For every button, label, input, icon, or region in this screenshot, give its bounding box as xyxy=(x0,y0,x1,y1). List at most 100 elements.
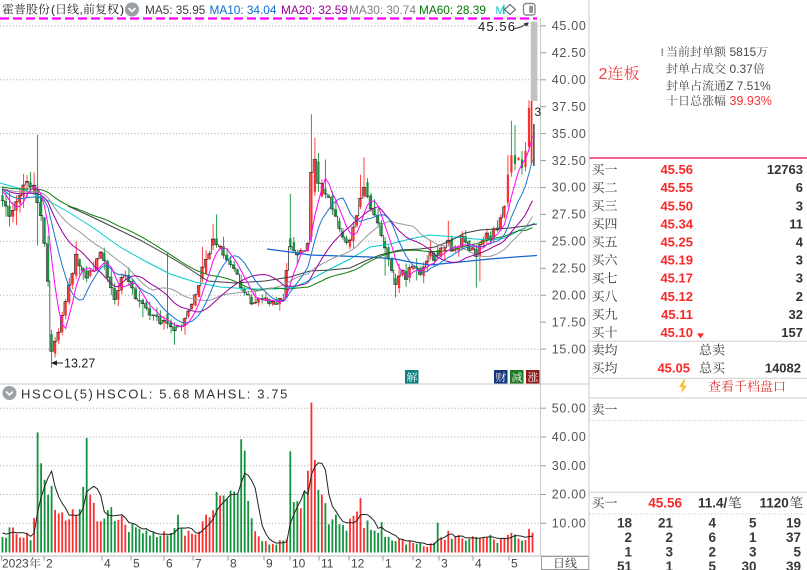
svg-text:MA10: 34.04: MA10: 34.04 xyxy=(210,3,277,17)
svg-text:5: 5 xyxy=(749,516,757,531)
svg-text:45.56: 45.56 xyxy=(478,19,516,34)
svg-text:1: 1 xyxy=(749,530,757,545)
svg-text:35.00: 35.00 xyxy=(552,127,587,141)
svg-text:3: 3 xyxy=(441,557,448,570)
svg-text:37.50: 37.50 xyxy=(552,100,587,114)
svg-text:2023: 2023 xyxy=(2,557,29,570)
svg-text:50.00: 50.00 xyxy=(552,401,587,415)
svg-text:12763: 12763 xyxy=(767,162,803,177)
svg-text:42.50: 42.50 xyxy=(552,46,587,60)
svg-text:4: 4 xyxy=(104,557,111,570)
svg-text:11: 11 xyxy=(321,557,334,570)
svg-text:45.34: 45.34 xyxy=(660,216,693,231)
svg-text:39.93%: 39.93% xyxy=(730,94,772,108)
svg-text:6: 6 xyxy=(166,557,173,570)
svg-text:21: 21 xyxy=(658,516,674,531)
svg-text:13.27: 13.27 xyxy=(64,357,95,371)
svg-text:3: 3 xyxy=(665,545,673,560)
svg-text:5: 5 xyxy=(708,559,716,570)
svg-text:18: 18 xyxy=(617,516,633,531)
svg-text:MA20: 32.59: MA20: 32.59 xyxy=(281,3,348,17)
svg-text:1: 1 xyxy=(624,545,632,560)
svg-text:2: 2 xyxy=(665,530,673,545)
svg-text:37: 37 xyxy=(786,530,801,545)
svg-text:M: M xyxy=(496,5,505,17)
svg-text:10: 10 xyxy=(292,557,306,570)
svg-text:45.56: 45.56 xyxy=(660,162,693,177)
svg-text:51: 51 xyxy=(617,559,633,570)
svg-text:27.50: 27.50 xyxy=(552,208,587,222)
svg-text:5815: 5815 xyxy=(730,45,757,59)
svg-text:4: 4 xyxy=(475,557,482,570)
svg-text:45.11: 45.11 xyxy=(661,307,693,322)
svg-text:45.00: 45.00 xyxy=(552,19,587,33)
svg-text:HSCOL(5): HSCOL(5) xyxy=(21,387,94,402)
svg-text:MAHSL: 3.75: MAHSL: 3.75 xyxy=(194,387,289,402)
svg-text:8: 8 xyxy=(230,557,237,570)
svg-text:30.00: 30.00 xyxy=(552,181,587,195)
svg-text:3: 3 xyxy=(796,198,803,213)
svg-text:15.00: 15.00 xyxy=(552,342,587,356)
svg-text:45.19: 45.19 xyxy=(660,253,693,268)
svg-text:22.50: 22.50 xyxy=(552,262,587,276)
svg-text:6: 6 xyxy=(708,530,716,545)
svg-text:9: 9 xyxy=(266,557,273,570)
svg-text:39: 39 xyxy=(786,559,801,570)
svg-text:!: ! xyxy=(661,47,665,59)
svg-text:40.00: 40.00 xyxy=(552,430,587,444)
svg-text:45.56: 45.56 xyxy=(648,496,682,511)
svg-text:45.50: 45.50 xyxy=(660,198,693,213)
svg-text:0.37: 0.37 xyxy=(730,62,754,76)
svg-text:HSCOL: 5.68: HSCOL: 5.68 xyxy=(96,387,191,402)
svg-text:45.12: 45.12 xyxy=(660,289,693,304)
svg-text:4: 4 xyxy=(708,516,716,531)
svg-text:1: 1 xyxy=(665,559,673,570)
svg-text:12: 12 xyxy=(351,557,365,570)
svg-text:1: 1 xyxy=(385,557,392,570)
svg-text:5: 5 xyxy=(133,557,140,570)
svg-text:2: 2 xyxy=(46,557,53,570)
svg-text:45.25: 45.25 xyxy=(660,235,693,250)
svg-text:20.00: 20.00 xyxy=(552,288,587,302)
svg-text:Z 7.51%: Z 7.51% xyxy=(726,79,771,93)
svg-text:45.10: 45.10 xyxy=(660,325,693,340)
svg-text:7: 7 xyxy=(195,557,202,570)
svg-text:3: 3 xyxy=(796,271,803,286)
svg-text:32: 32 xyxy=(789,307,803,322)
svg-text:6: 6 xyxy=(796,180,803,195)
svg-text:11: 11 xyxy=(789,216,803,231)
svg-text:): ) xyxy=(120,3,124,17)
svg-text:3: 3 xyxy=(535,105,542,119)
svg-text:10.00: 10.00 xyxy=(552,517,587,531)
svg-text:20.00: 20.00 xyxy=(552,488,587,502)
svg-text:45.55: 45.55 xyxy=(660,180,693,195)
svg-text:,: , xyxy=(80,3,83,17)
svg-text:40.00: 40.00 xyxy=(552,73,587,87)
svg-text:157: 157 xyxy=(781,325,803,340)
svg-text:32.50: 32.50 xyxy=(552,154,587,168)
svg-text:45.05: 45.05 xyxy=(657,361,690,376)
svg-text:45.17: 45.17 xyxy=(660,271,693,286)
svg-text:(: ( xyxy=(51,3,55,17)
svg-text:2: 2 xyxy=(599,66,608,83)
svg-text:19: 19 xyxy=(786,516,801,531)
svg-text:30.00: 30.00 xyxy=(552,459,587,473)
svg-text:1120: 1120 xyxy=(760,496,789,511)
svg-text:25.00: 25.00 xyxy=(552,235,587,249)
svg-text:14082: 14082 xyxy=(765,361,801,376)
svg-text:3: 3 xyxy=(796,253,803,268)
svg-text:MA60: 28.39: MA60: 28.39 xyxy=(419,3,486,17)
svg-text:2: 2 xyxy=(708,545,716,560)
svg-text:17.50: 17.50 xyxy=(552,315,587,329)
svg-text:5: 5 xyxy=(511,557,518,570)
svg-text:2: 2 xyxy=(624,530,632,545)
svg-text:MA30: 30.74: MA30: 30.74 xyxy=(349,3,416,17)
svg-text:MA5: 35.95: MA5: 35.95 xyxy=(145,3,206,17)
svg-text:4: 4 xyxy=(796,235,804,250)
svg-text:3: 3 xyxy=(749,545,757,560)
svg-text:5: 5 xyxy=(793,545,801,560)
svg-text:30: 30 xyxy=(741,559,756,570)
svg-text:2: 2 xyxy=(415,557,422,570)
svg-text:2: 2 xyxy=(796,289,803,304)
svg-text:11.4/: 11.4/ xyxy=(698,496,728,511)
